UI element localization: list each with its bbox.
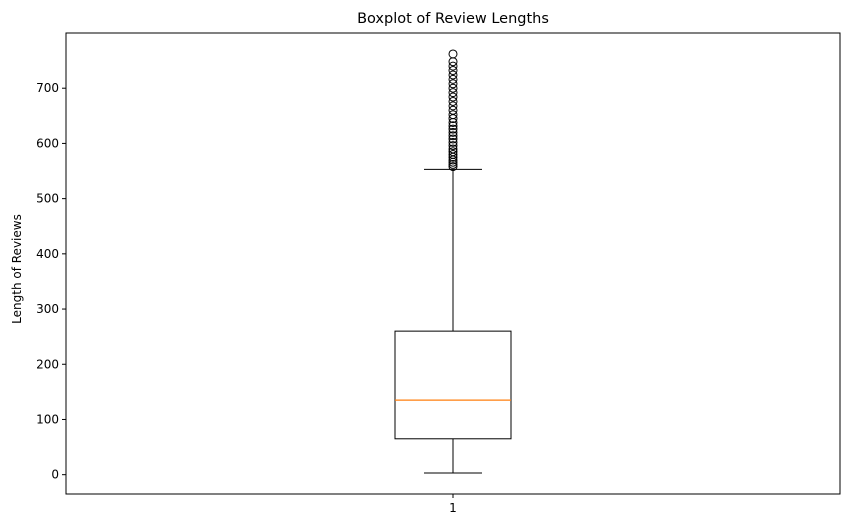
y-tick-label: 500 <box>36 192 59 206</box>
outlier-point <box>448 149 458 159</box>
axes-frame <box>65 32 841 495</box>
x-tick-label: 1 <box>449 501 457 515</box>
outlier-point <box>448 121 458 131</box>
outlier-point <box>448 79 458 89</box>
outlier-point <box>448 147 458 157</box>
outlier-point <box>448 141 458 151</box>
y-tick-label: 600 <box>36 136 59 150</box>
outlier-point <box>448 137 458 147</box>
outlier-point <box>448 61 458 71</box>
outlier-point <box>448 105 458 115</box>
outlier-point <box>448 83 458 93</box>
outlier-point <box>448 131 458 141</box>
outlier-point <box>448 96 458 106</box>
outlier-point <box>448 92 458 102</box>
iqr-box <box>394 330 512 440</box>
y-tick-label: 400 <box>36 247 59 261</box>
outlier-point <box>448 162 458 172</box>
outlier-point <box>448 66 458 76</box>
outlier-point <box>448 144 458 154</box>
plot-area: 0 100 200 300 400 500 600 700 1 <box>36 49 512 515</box>
outlier-point <box>448 101 458 111</box>
outlier-point <box>448 124 458 134</box>
y-tick-label: 200 <box>36 357 59 371</box>
outlier-point <box>448 70 458 80</box>
outlier-point <box>448 49 458 59</box>
y-tick-label: 100 <box>36 412 59 426</box>
y-axis-label: Length of Reviews <box>10 214 24 324</box>
y-tick-label: 700 <box>36 81 59 95</box>
outlier-point <box>448 74 458 84</box>
outlier-point <box>448 134 458 144</box>
outlier-point <box>448 159 458 169</box>
chart-title: Boxplot of Review Lengths <box>357 11 549 27</box>
y-tick-label: 300 <box>36 302 59 316</box>
y-tick-label: 0 <box>51 468 59 482</box>
outlier-point <box>448 88 458 98</box>
outlier-point <box>448 127 458 137</box>
outlier-point <box>448 110 458 120</box>
